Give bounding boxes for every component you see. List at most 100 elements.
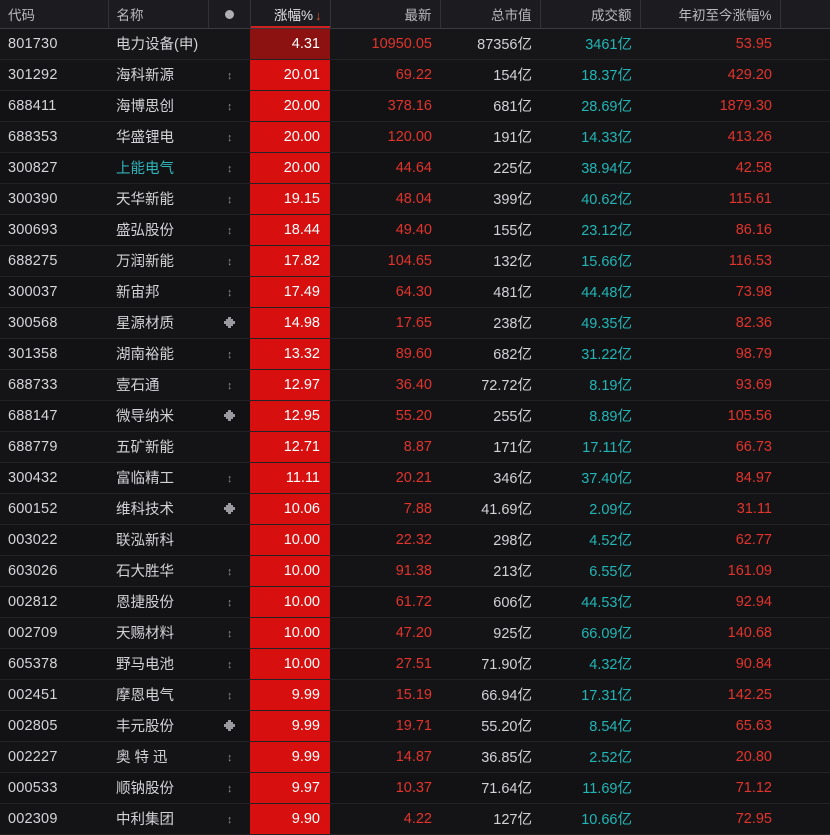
cell-turnover: 8.89亿 (540, 400, 640, 432)
margin-trading-icon: ↕ (208, 741, 250, 773)
cell-stock-code: 301292 (0, 59, 108, 91)
up-down-arrow-icon: ↕ (227, 813, 231, 826)
cell-turnover: 44.48亿 (540, 276, 640, 308)
cell-turnover: 4.32亿 (540, 648, 640, 680)
cell-ytd-change: 20.80 (640, 741, 780, 773)
up-down-arrow-icon: ↕ (227, 255, 231, 268)
cell-week-change: 9.75 (780, 493, 830, 525)
table-body: 801730 电力设备(申) 4.31 10950.05 87356亿 3461亿 53.9… (0, 28, 830, 835)
column-header-change-pct[interactable]: 涨幅% ↓ (250, 0, 331, 29)
column-header-turnover-label: 成交额 (591, 7, 632, 23)
up-down-arrow-icon: ↕ (227, 596, 231, 609)
cell-stock-name: 电力设备(申) (108, 28, 208, 60)
cell-stock-name: 联泓新科 (108, 524, 208, 556)
cell-turnover: 31.22亿 (540, 338, 640, 370)
cell-stock-code: 002812 (0, 586, 108, 618)
cell-week-change: 8.62 (780, 741, 830, 773)
cell-change-percent: 11.11 (250, 462, 330, 494)
table-row[interactable]: 801730 电力设备(申) 4.31 10950.05 87356亿 3461亿 53.9… (0, 28, 830, 60)
cell-stock-code: 605378 (0, 648, 108, 680)
cell-week-change: 11.23 (780, 710, 830, 742)
up-down-arrow-icon: ↕ (227, 658, 231, 671)
cell-ytd-change: 71.12 (640, 772, 780, 804)
cell-last-price: 44.64 (330, 152, 440, 184)
column-header-ytd-change[interactable]: 年初至今涨幅% (640, 0, 781, 29)
column-header-market-cap[interactable]: 总市值 (440, 0, 541, 29)
cell-change-percent: 10.00 (250, 648, 330, 680)
cell-week-change: 18.58 (780, 431, 830, 463)
up-down-arrow-icon: ↕ (227, 627, 231, 640)
column-header-week-change[interactable]: 周涨幅% (780, 0, 830, 29)
cell-week-change: 54.84 (780, 121, 830, 153)
cell-ytd-change: 84.97 (640, 462, 780, 494)
cell-last-price: 14.87 (330, 741, 440, 773)
cell-turnover: 11.69亿 (540, 772, 640, 804)
cell-stock-code: 688147 (0, 400, 108, 432)
cell-week-change: 8.32 (780, 400, 830, 432)
cell-change-percent: 20.00 (250, 152, 330, 184)
cell-turnover: 17.11亿 (540, 431, 640, 463)
cell-stock-name: 新宙邦 (108, 276, 208, 308)
cell-stock-name: 海科新源 (108, 59, 208, 91)
cell-market-cap: 191亿 (440, 121, 540, 153)
cell-ytd-change: 116.53 (640, 245, 780, 277)
cell-stock-code: 000533 (0, 772, 108, 804)
cell-change-percent: 20.01 (250, 59, 330, 91)
cell-week-change: 17.28 (780, 307, 830, 339)
column-header-flag[interactable] (208, 0, 251, 29)
cell-week-change: 8.63 (780, 338, 830, 370)
column-header-name[interactable]: 名称 (108, 0, 209, 29)
margin-trading-icon: ↕ (208, 245, 250, 277)
cell-ytd-change: 429.20 (640, 59, 780, 91)
column-header-code-label: 代码 (8, 7, 35, 23)
column-header-code[interactable]: 代码 (0, 0, 109, 29)
cell-last-price: 22.32 (330, 524, 440, 556)
margin-trading-icon: ↕ (208, 462, 250, 494)
cell-stock-name: 中利集团 (108, 803, 208, 835)
cell-change-percent: 9.90 (250, 803, 330, 835)
cell-last-price: 17.65 (330, 307, 440, 339)
cell-last-price: 27.51 (330, 648, 440, 680)
cell-turnover: 2.09亿 (540, 493, 640, 525)
cell-ytd-change: 413.26 (640, 121, 780, 153)
cell-last-price: 49.40 (330, 214, 440, 246)
cell-week-change: 6.05 (780, 214, 830, 246)
special-marker-icon (208, 307, 250, 339)
cell-turnover: 37.40亿 (540, 462, 640, 494)
column-header-last[interactable]: 最新 (330, 0, 441, 29)
column-header-turnover[interactable]: 成交额 (540, 0, 641, 29)
cell-change-percent: 13.32 (250, 338, 330, 370)
cell-change-percent: 17.82 (250, 245, 330, 277)
cell-stock-code: 300037 (0, 276, 108, 308)
cell-change-percent: 9.99 (250, 741, 330, 773)
cell-market-cap: 155亿 (440, 214, 540, 246)
cell-stock-name: 壹石通 (108, 369, 208, 401)
cell-stock-code: 300827 (0, 152, 108, 184)
